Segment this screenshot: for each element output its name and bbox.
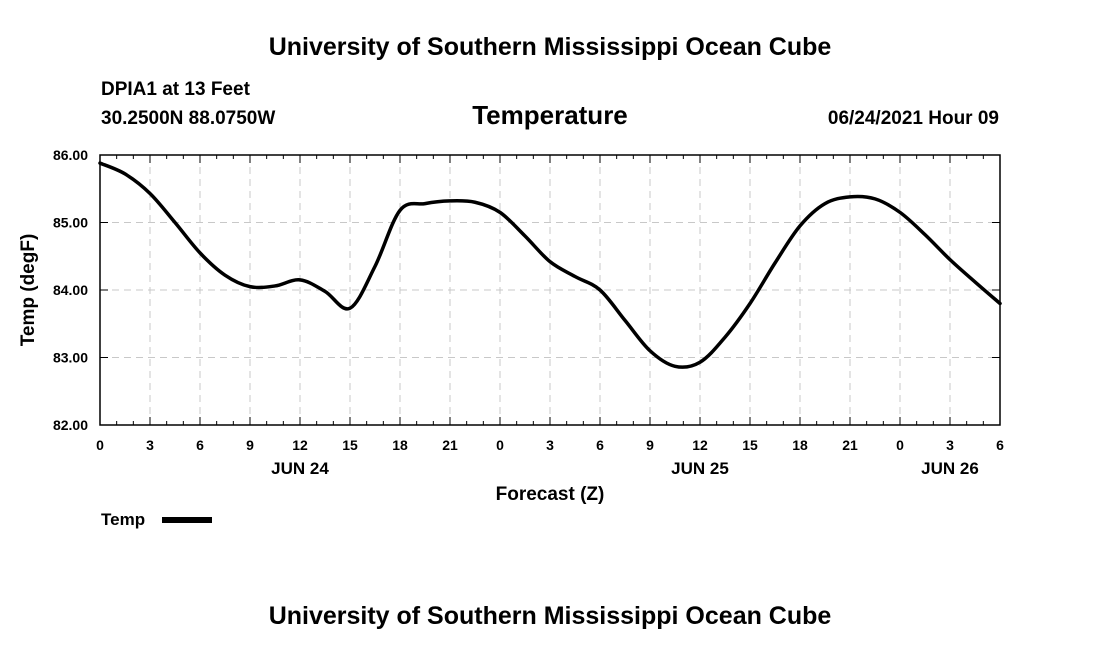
date-label: JUN 24 (271, 459, 329, 478)
x-tick-label: 6 (596, 437, 604, 453)
x-tick-label: 12 (692, 437, 708, 453)
y-tick-label: 82.00 (53, 417, 88, 433)
data-point (549, 261, 551, 263)
data-point (624, 320, 626, 322)
y-axis-label: Temp (degF) (18, 234, 39, 347)
data-point (824, 203, 826, 205)
x-tick-label: 6 (996, 437, 1004, 453)
y-tick-label: 85.00 (53, 215, 88, 231)
x-tick-label: 18 (392, 437, 408, 453)
data-point (899, 212, 901, 214)
station-label: DPIA1 at 13 Feet (101, 79, 251, 100)
data-point (649, 350, 651, 352)
data-point (249, 286, 251, 288)
data-point (424, 203, 426, 205)
data-point (874, 198, 876, 200)
header-title: University of Southern Mississippi Ocean… (269, 33, 832, 61)
data-point (774, 262, 776, 264)
data-point (399, 210, 401, 212)
axes: 0 3 6 9 12 15 18 21 0 3 6 9 12 15 18 21 0 3 6 82.00 83.00 84.… (53, 147, 1004, 478)
timestamp: 06/24/2021 Hour 09 (828, 108, 999, 129)
chart-title: Temperature (472, 100, 628, 130)
x-tick-label: 21 (442, 437, 458, 453)
x-tick-label: 3 (546, 437, 554, 453)
data-point (599, 289, 601, 291)
x-tick-label: 18 (792, 437, 808, 453)
x-tick-label: 9 (646, 437, 654, 453)
data-point (299, 279, 301, 281)
x-tick-label: 3 (146, 437, 154, 453)
x-tick-label: 15 (742, 437, 758, 453)
x-tick-label: 0 (896, 437, 904, 453)
data-point (674, 365, 676, 367)
data-point (999, 303, 1001, 305)
data-point (799, 225, 801, 227)
plot-frame (99, 154, 1001, 426)
footer-title: University of Southern Mississippi Ocean… (269, 602, 832, 630)
x-tick-label: 9 (246, 437, 254, 453)
data-point (124, 173, 126, 175)
data-point (974, 281, 976, 283)
legend: Temp (101, 510, 212, 529)
station-coords: 30.2500N 88.0750W (101, 108, 275, 129)
data-point (924, 234, 926, 236)
x-tick-label: 0 (96, 437, 104, 453)
data-point (224, 274, 226, 276)
data-point (724, 336, 726, 338)
x-tick-label: 21 (842, 437, 858, 453)
y-tick-label: 83.00 (53, 350, 88, 366)
data-point (199, 252, 201, 254)
x-tick-label: 0 (496, 437, 504, 453)
data-point (99, 162, 101, 164)
date-label: JUN 26 (921, 459, 979, 478)
x-tick-label: 6 (196, 437, 204, 453)
date-label: JUN 25 (671, 459, 729, 478)
data-point (449, 200, 451, 202)
data-point (474, 201, 476, 203)
y-tick-label: 86.00 (53, 147, 88, 163)
x-tick-label: 15 (342, 437, 358, 453)
data-point (324, 291, 326, 293)
data-point (374, 266, 376, 268)
x-tick-label: 3 (946, 437, 954, 453)
x-tick-label: 12 (292, 437, 308, 453)
data-point (849, 196, 851, 198)
data-point (699, 361, 701, 363)
data-point (524, 235, 526, 237)
data-point (349, 307, 351, 309)
y-tick-label: 84.00 (53, 282, 88, 298)
data-point (174, 222, 176, 224)
x-axis-label: Forecast (Z) (496, 484, 605, 505)
data-point (949, 259, 951, 261)
legend-label: Temp (101, 510, 145, 529)
series-line-temp (98, 161, 1002, 369)
data-point (749, 303, 751, 305)
data-point (149, 193, 151, 195)
data-point (574, 276, 576, 278)
series-layer (98, 161, 1002, 369)
data-point (499, 212, 501, 214)
data-point (274, 285, 276, 287)
